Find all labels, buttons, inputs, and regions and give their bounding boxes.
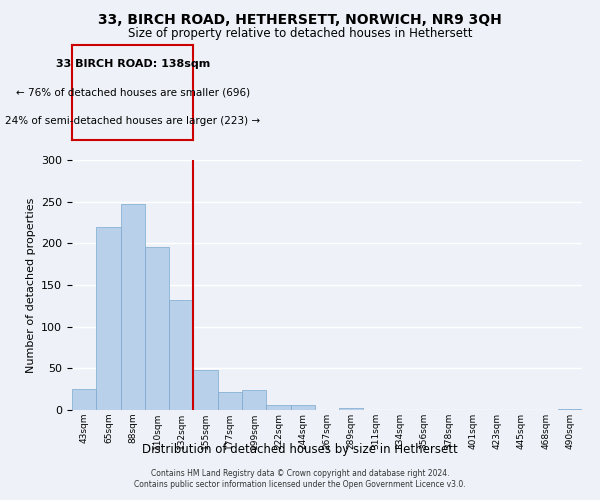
Bar	[121, 204, 145, 410]
Text: Distribution of detached houses by size in Hethersett: Distribution of detached houses by size …	[142, 442, 458, 456]
Bar	[169, 300, 193, 410]
Text: 33, BIRCH ROAD, HETHERSETT, NORWICH, NR9 3QH: 33, BIRCH ROAD, HETHERSETT, NORWICH, NR9…	[98, 12, 502, 26]
Text: 24% of semi-detached houses are larger (223) →: 24% of semi-detached houses are larger (…	[5, 116, 260, 126]
Bar	[339, 408, 364, 410]
Bar	[266, 405, 290, 410]
Bar	[242, 390, 266, 410]
Text: Size of property relative to detached houses in Hethersett: Size of property relative to detached ho…	[128, 28, 472, 40]
Text: 33 BIRCH ROAD: 138sqm: 33 BIRCH ROAD: 138sqm	[56, 59, 210, 69]
Text: Contains public sector information licensed under the Open Government Licence v3: Contains public sector information licen…	[134, 480, 466, 489]
Text: Contains HM Land Registry data © Crown copyright and database right 2024.: Contains HM Land Registry data © Crown c…	[151, 468, 449, 477]
Y-axis label: Number of detached properties: Number of detached properties	[26, 198, 35, 372]
Text: ← 76% of detached houses are smaller (696): ← 76% of detached houses are smaller (69…	[16, 88, 250, 98]
Bar	[218, 392, 242, 410]
Bar	[96, 226, 121, 410]
Bar	[558, 409, 582, 410]
Bar	[72, 389, 96, 410]
Bar	[290, 405, 315, 410]
Bar	[193, 370, 218, 410]
Bar	[145, 246, 169, 410]
